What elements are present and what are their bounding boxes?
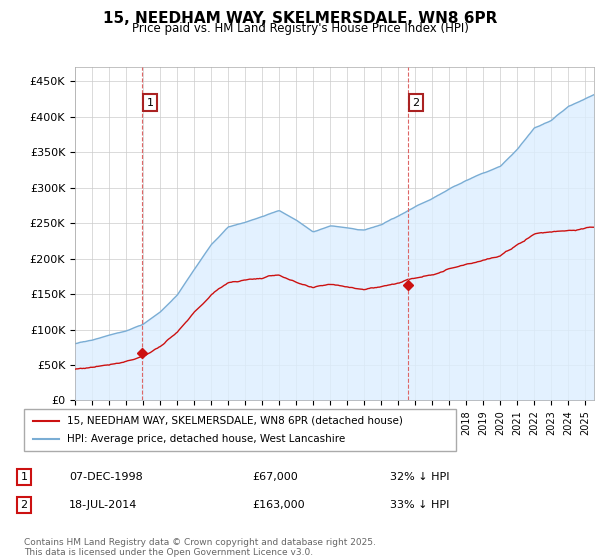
Text: HPI: Average price, detached house, West Lancashire: HPI: Average price, detached house, West…	[67, 434, 346, 444]
Text: Price paid vs. HM Land Registry's House Price Index (HPI): Price paid vs. HM Land Registry's House …	[131, 22, 469, 35]
Text: 1: 1	[20, 472, 28, 482]
Text: £67,000: £67,000	[252, 472, 298, 482]
Text: 32% ↓ HPI: 32% ↓ HPI	[390, 472, 449, 482]
Text: 1: 1	[147, 97, 154, 108]
Text: 15, NEEDHAM WAY, SKELMERSDALE, WN8 6PR: 15, NEEDHAM WAY, SKELMERSDALE, WN8 6PR	[103, 11, 497, 26]
Text: 15, NEEDHAM WAY, SKELMERSDALE, WN8 6PR (detached house): 15, NEEDHAM WAY, SKELMERSDALE, WN8 6PR (…	[67, 416, 403, 426]
Text: £163,000: £163,000	[252, 500, 305, 510]
Text: 18-JUL-2014: 18-JUL-2014	[69, 500, 137, 510]
Text: 2: 2	[413, 97, 420, 108]
Text: 2: 2	[20, 500, 28, 510]
Text: 33% ↓ HPI: 33% ↓ HPI	[390, 500, 449, 510]
Text: 07-DEC-1998: 07-DEC-1998	[69, 472, 143, 482]
FancyBboxPatch shape	[24, 409, 456, 451]
Text: Contains HM Land Registry data © Crown copyright and database right 2025.
This d: Contains HM Land Registry data © Crown c…	[24, 538, 376, 557]
